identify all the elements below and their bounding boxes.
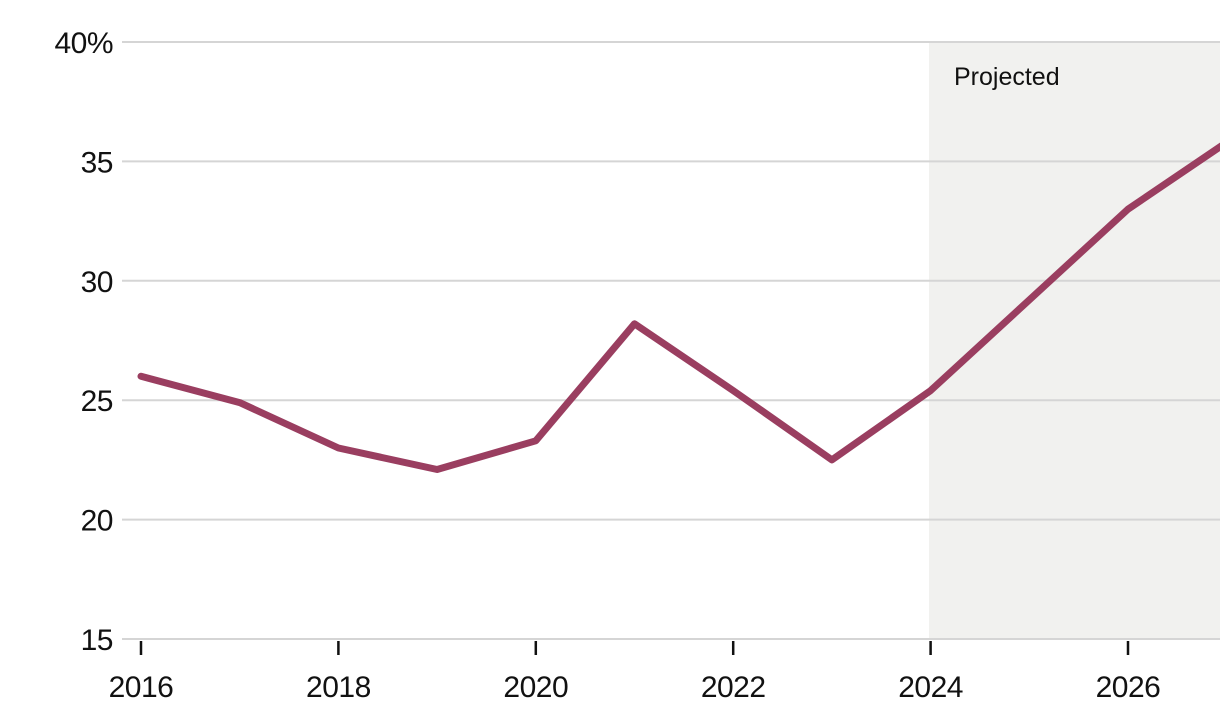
projected-annotation-label: Projected (954, 63, 1060, 91)
line-chart: 40% 35 30 25 20 15 2016 2018 2020 2022 2024 2026 P… (40, 16, 1220, 708)
x-axis-tick-label: 2020 (503, 671, 568, 704)
x-axis-tick-label: 2016 (109, 671, 174, 704)
x-axis-tick-label: 2024 (898, 671, 963, 704)
x-axis-tick-label: 2022 (701, 671, 766, 704)
y-axis-tick-label: 30 (81, 266, 113, 299)
y-axis-labels: 40% 35 30 25 20 15 (54, 27, 113, 657)
projection-shading-region (929, 42, 1220, 639)
x-axis-tick-label: 2018 (306, 671, 371, 704)
y-axis-tick-label: 15 (81, 624, 113, 657)
y-axis-tick-label: 40% (54, 27, 113, 60)
y-gridlines (122, 41, 1220, 640)
y-axis-tick-label: 20 (81, 505, 113, 538)
x-axis-tick-label: 2026 (1096, 671, 1161, 704)
x-axis-labels: 2016 2018 2020 2022 2024 2026 (109, 671, 1161, 704)
data-series-line (137, 142, 1220, 473)
x-axis-tick-marks (139, 641, 1130, 655)
y-axis-tick-label: 35 (81, 146, 113, 179)
chart-canvas: 40% 35 30 25 20 15 2016 2018 2020 2022 2024 2026 P… (54, 27, 1220, 704)
y-axis-tick-label: 25 (81, 385, 113, 418)
